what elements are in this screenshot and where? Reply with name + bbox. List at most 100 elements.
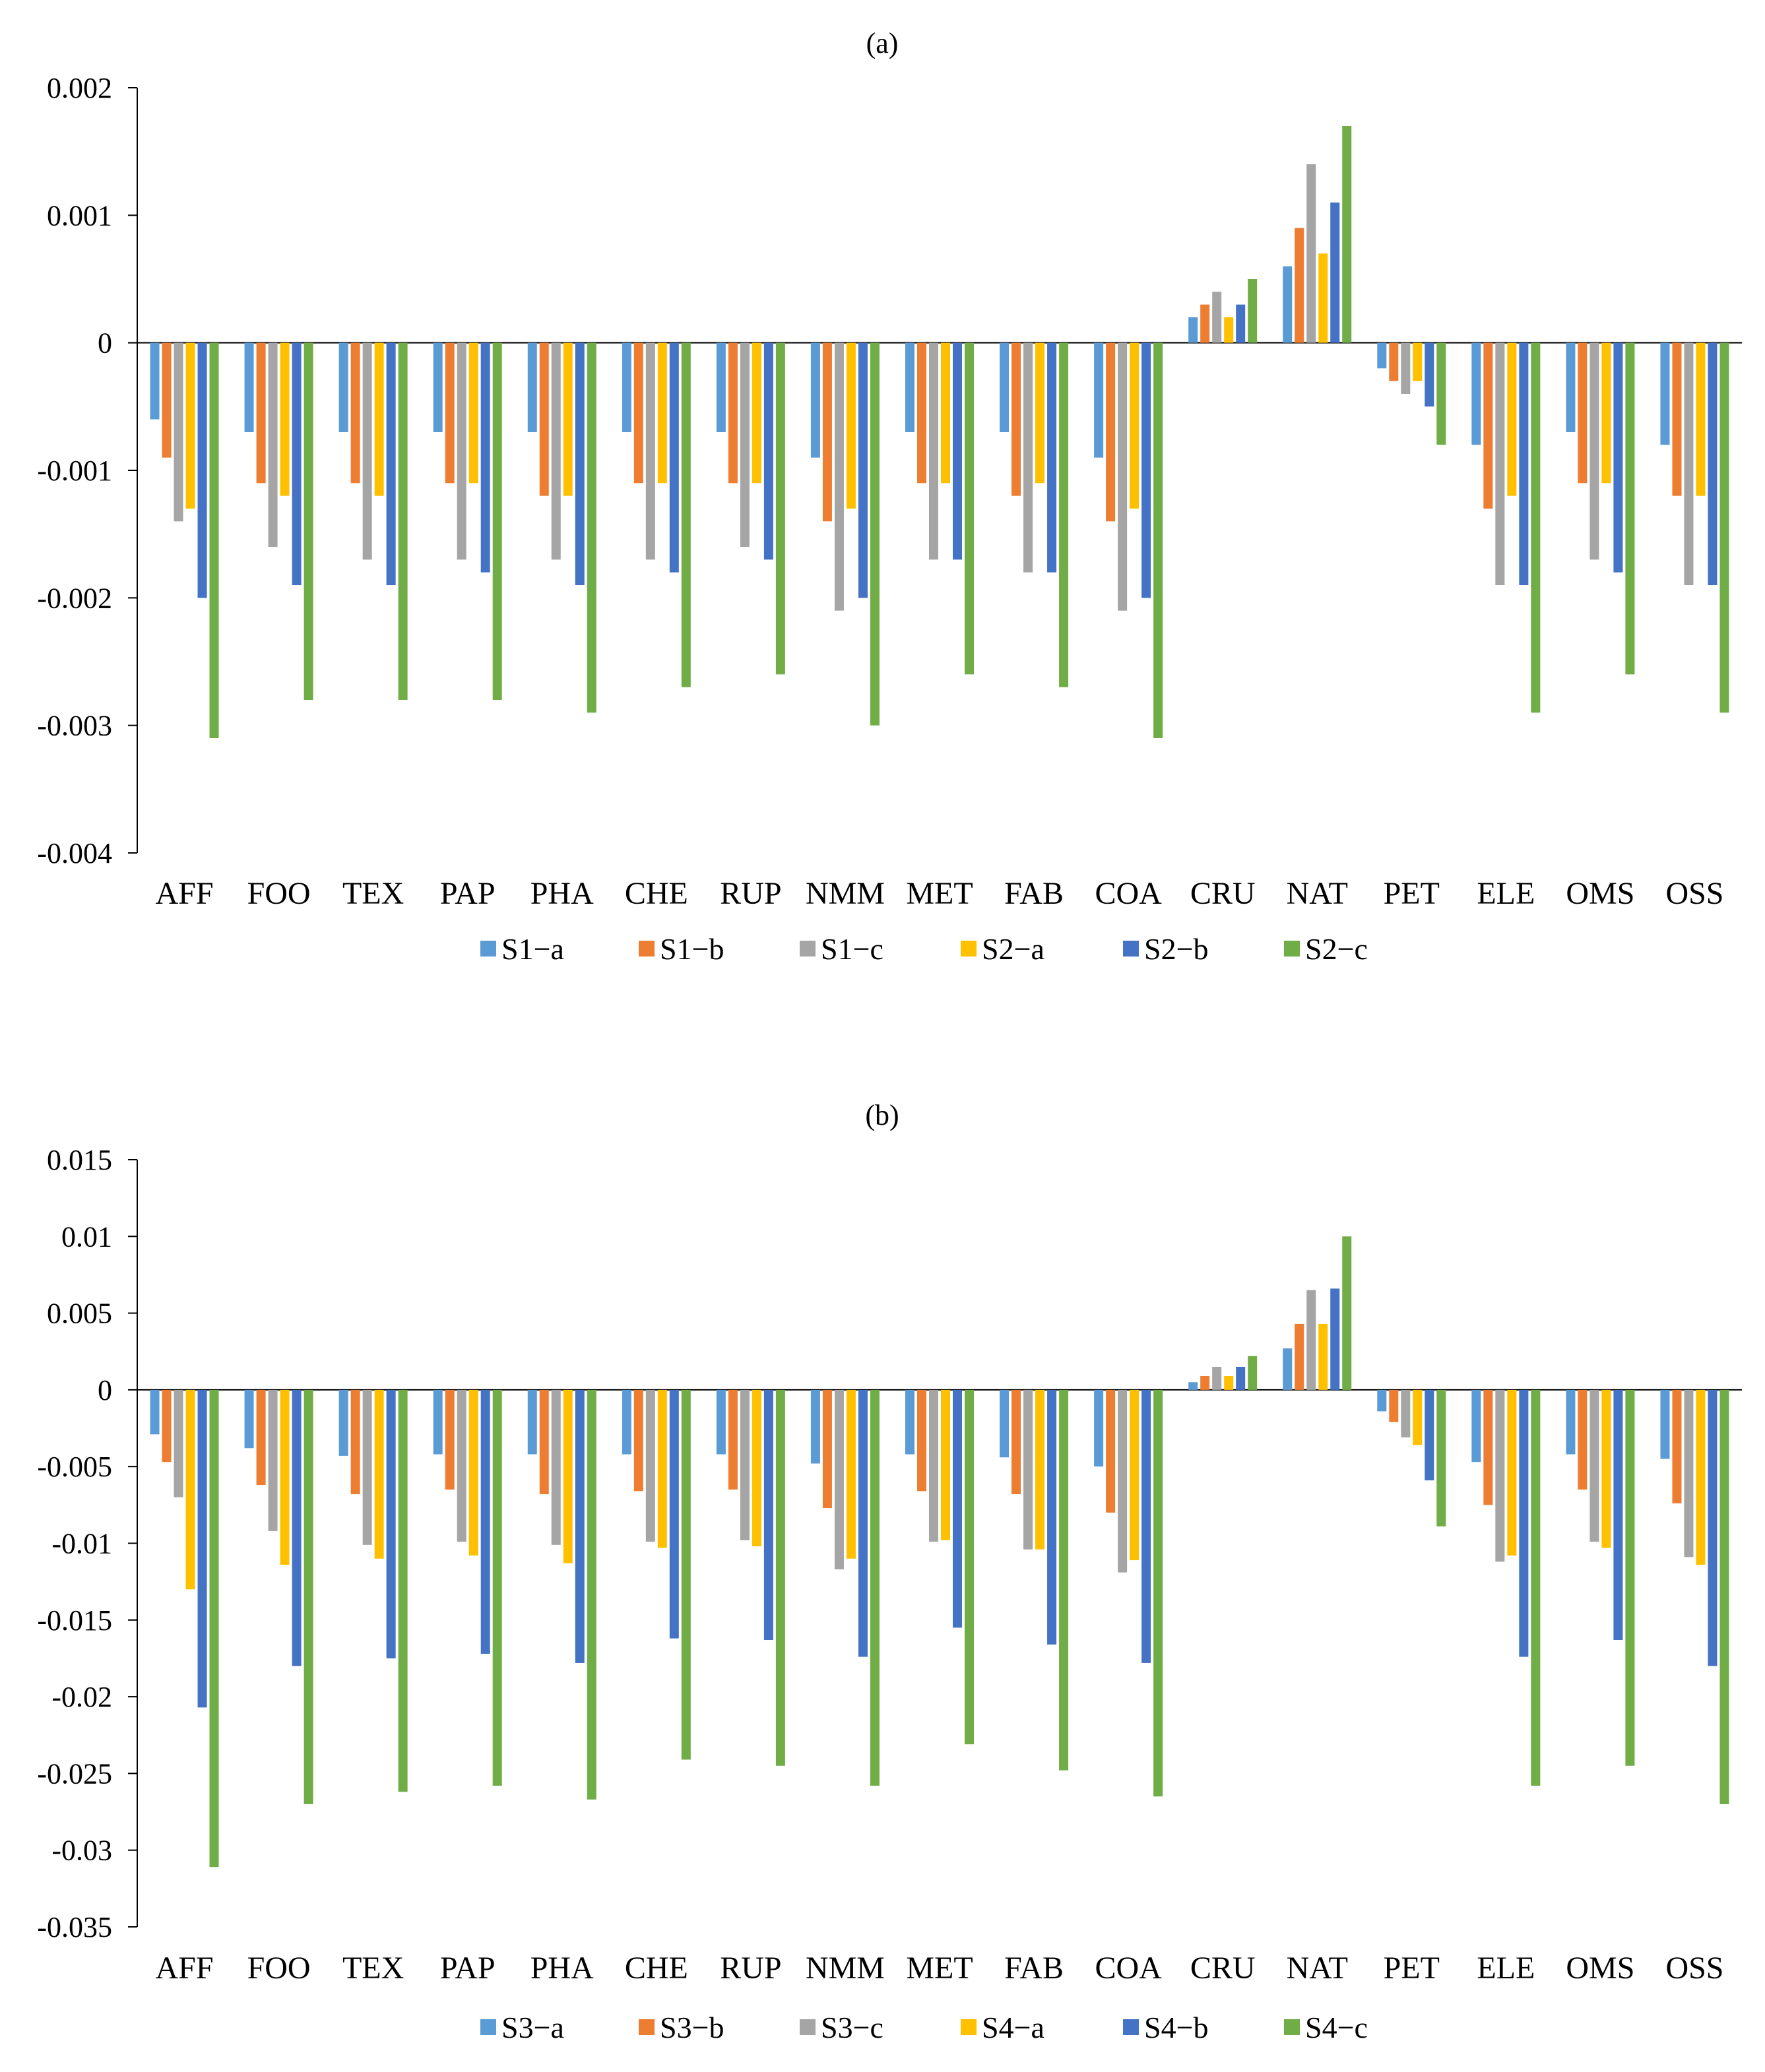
y-tick-label: -0.005	[37, 1451, 112, 1483]
bar-oms-series-6	[1625, 342, 1635, 675]
legend-label: S1−c	[821, 932, 883, 966]
bar-ele-series-2	[1483, 1389, 1493, 1505]
bar-ele-series-4	[1507, 342, 1517, 496]
x-tick-label: OMS	[1566, 1951, 1634, 1986]
bar-pap-series-2	[445, 342, 455, 484]
x-tick-label: TEX	[342, 1951, 404, 1986]
bar-rup-series-5	[763, 342, 773, 560]
legend-label: S4−b	[1144, 2011, 1209, 2044]
bar-ele-series-5	[1519, 342, 1529, 585]
bar-foo-series-3	[268, 1389, 278, 1531]
bar-pha-series-1	[527, 342, 537, 432]
bar-met-series-2	[917, 342, 926, 484]
bar-coa-series-1	[1094, 342, 1104, 458]
legend-swatch	[961, 941, 977, 957]
bar-aff-series-1	[150, 1389, 160, 1435]
bar-met-series-2	[917, 1389, 926, 1491]
x-tick-label: CRU	[1190, 876, 1256, 911]
x-tick-label: FOO	[247, 1951, 311, 1986]
bar-ele-series-1	[1471, 1389, 1481, 1462]
x-tick-label: MET	[906, 1951, 973, 1986]
bar-rup-series-3	[740, 342, 750, 547]
bar-oms-series-2	[1578, 342, 1588, 484]
bar-foo-series-2	[256, 342, 266, 484]
bar-coa-series-6	[1153, 1389, 1163, 1797]
bar-chart-a: (a) 0.002 0.001 0 -0.001 -0.002 -0.003 -0.004 AF…	[37, 27, 1742, 966]
bar-nat-series-1	[1283, 266, 1293, 343]
x-tick-label: AFF	[155, 876, 213, 911]
bar-pet-series-3	[1401, 1389, 1411, 1438]
bar-fab-series-3	[1023, 342, 1033, 573]
bar-rup-series-5	[763, 1389, 773, 1641]
bar-fab-series-3	[1023, 1389, 1033, 1550]
bar-pha-series-3	[551, 1389, 561, 1545]
legend-swatch	[639, 941, 655, 957]
y-tick-label: -0.002	[37, 582, 112, 614]
bar-nmm-series-6	[870, 342, 880, 726]
bar-oss-series-1	[1660, 1389, 1670, 1459]
bar-pha-series-2	[539, 1389, 549, 1495]
bar-tex-series-6	[398, 342, 408, 700]
bar-fab-series-4	[1035, 1389, 1045, 1550]
chart-title: (b)	[865, 1099, 899, 1131]
bar-tex-series-1	[338, 342, 348, 432]
legend-swatch	[480, 941, 496, 957]
bar-pha-series-6	[587, 1389, 596, 1800]
bar-coa-series-3	[1118, 1389, 1128, 1573]
bar-nat-series-1	[1283, 1348, 1293, 1390]
y-tick-label: -0.01	[51, 1528, 112, 1560]
y-tick-label: 0.015	[47, 1144, 112, 1176]
bar-tex-series-1	[338, 1389, 348, 1456]
bar-pet-series-3	[1401, 342, 1411, 394]
bar-rup-series-2	[728, 342, 738, 484]
x-tick-label: OSS	[1665, 1951, 1723, 1986]
bar-ele-series-1	[1471, 342, 1481, 445]
legend-label: S3−c	[821, 2011, 883, 2044]
bar-fab-series-2	[1011, 1389, 1021, 1495]
y-tick-label: -0.02	[51, 1681, 112, 1713]
bar-nat-series-4	[1318, 253, 1328, 343]
y-tick-label: -0.03	[51, 1835, 112, 1867]
bar-pet-series-4	[1413, 1389, 1423, 1445]
legend-swatch	[639, 2019, 655, 2035]
bar-coa-series-2	[1106, 1389, 1116, 1513]
bar-nmm-series-2	[822, 1389, 832, 1509]
bar-tex-series-5	[386, 342, 396, 585]
bar-chart-b: (b) 0.015 0.01 0.005 0 -0.005 -0.01 -0.015 -0.02…	[37, 1099, 1742, 2044]
bar-pet-series-1	[1377, 1389, 1387, 1412]
bar-fab-series-2	[1011, 342, 1021, 496]
x-tick-label: PAP	[440, 1951, 496, 1986]
bar-tex-series-3	[362, 1389, 372, 1545]
y-tick-label: -0.001	[37, 455, 112, 487]
bar-pha-series-6	[587, 342, 596, 713]
legend-swatch	[1123, 941, 1139, 957]
legend-label: S4−a	[982, 2011, 1044, 2044]
bar-ele-series-3	[1495, 342, 1505, 585]
y-tick-label: -0.015	[37, 1604, 112, 1637]
bar-coa-series-5	[1141, 1389, 1151, 1663]
bar-aff-series-4	[185, 342, 195, 509]
x-tick-label: PAP	[440, 876, 496, 911]
bar-pet-series-2	[1389, 342, 1399, 381]
bar-che-series-3	[645, 342, 655, 560]
bar-pap-series-5	[480, 1389, 490, 1654]
bar-pha-series-2	[539, 342, 549, 496]
bar-pap-series-3	[457, 342, 466, 560]
x-tick-label: PHA	[530, 876, 594, 911]
y-tick-label: -0.035	[37, 1911, 112, 1943]
legend-label: S1−a	[501, 932, 564, 966]
bar-pap-series-1	[433, 342, 443, 432]
x-tick-label: PET	[1384, 1951, 1440, 1986]
bar-rup-series-4	[752, 1389, 761, 1547]
bar-ele-series-3	[1495, 1389, 1505, 1562]
bar-met-series-3	[929, 342, 938, 560]
legend-label: S3−b	[660, 2011, 724, 2044]
x-tick-label: FAB	[1004, 876, 1064, 911]
bar-rup-series-2	[728, 1389, 738, 1490]
bar-oss-series-4	[1696, 1389, 1706, 1565]
bar-che-series-4	[657, 342, 667, 484]
legend-label: S2−a	[982, 932, 1044, 966]
bar-nmm-series-4	[846, 1389, 856, 1559]
x-tick-label: ELE	[1477, 876, 1535, 911]
bar-nmm-series-1	[810, 342, 820, 458]
